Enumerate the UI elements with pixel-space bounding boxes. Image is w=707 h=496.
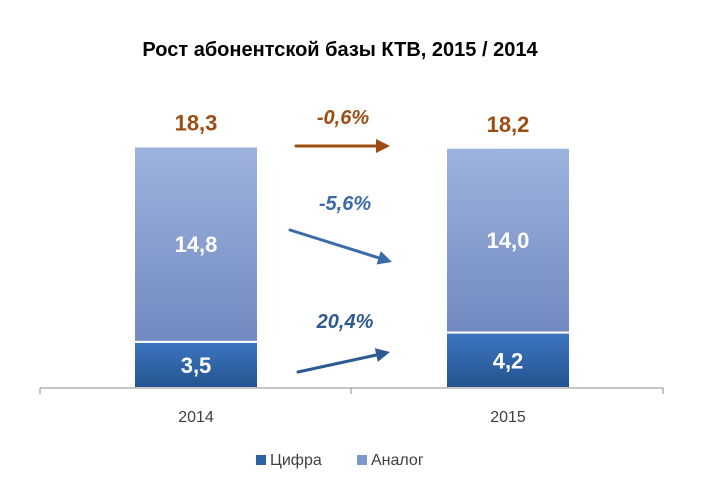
legend-label-analog: Аналог <box>371 452 424 469</box>
legend: Цифра Аналог <box>256 452 424 469</box>
change-percent-label: -5,6% <box>319 193 371 215</box>
x-tick-label: 2014 <box>178 409 214 426</box>
bar-segment <box>133 340 259 389</box>
change-arrow-line <box>296 353 378 374</box>
change-arrows-layer: -0,6% -5,6% 20,4% <box>288 107 392 374</box>
bars-layer: 3,5 14,8 18,3 4,2 14,0 18,2 <box>133 110 571 389</box>
bar-total-label: 18,3 <box>175 110 218 135</box>
bar-segment <box>133 145 259 343</box>
x-tick-label: 2015 <box>490 409 526 426</box>
legend-swatch-digital <box>256 455 266 465</box>
bar-total-label: 18,2 <box>487 112 530 137</box>
change-arrow-head <box>374 348 390 362</box>
bar-value-label: 3,5 <box>181 353 212 378</box>
change-arrow-head <box>376 139 390 153</box>
chart-title: Рост абонентской базы КТВ, 2015 / 2014 <box>142 39 538 61</box>
legend-swatch-analog <box>357 455 367 465</box>
change-percent-label: 20,4% <box>316 311 374 333</box>
bar-segment <box>445 146 571 334</box>
bar-value-label: 4,2 <box>493 348 524 373</box>
change-percent-label: -0,6% <box>317 107 369 129</box>
bar-value-label: 14,0 <box>487 228 530 253</box>
change-arrow-line <box>288 228 381 260</box>
change-arrow-head <box>376 251 392 265</box>
legend-label-digital: Цифра <box>270 452 322 469</box>
bar-value-label: 14,8 <box>175 232 218 257</box>
